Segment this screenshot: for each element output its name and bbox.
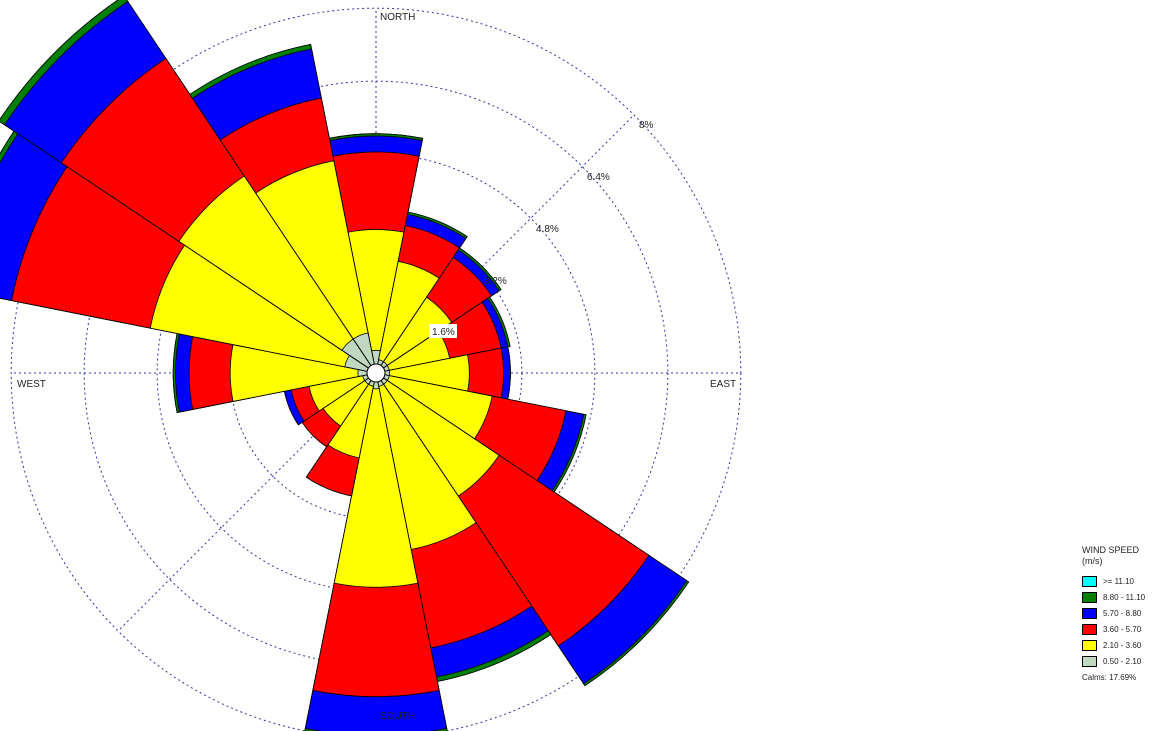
legend-item: 8.80 - 11.10 bbox=[1082, 589, 1162, 605]
legend-swatch bbox=[1082, 639, 1097, 651]
ring-label-1-6: 1.6% bbox=[429, 324, 457, 338]
west-label: WEST bbox=[17, 379, 46, 390]
svg-text:1.6%: 1.6% bbox=[432, 327, 455, 338]
legend-label: 0.50 - 2.10 bbox=[1103, 656, 1142, 666]
ring-label-3-2: 3.2% bbox=[484, 276, 507, 287]
legend-item: 3.60 - 5.70 bbox=[1082, 621, 1162, 637]
south-label: SOUTH bbox=[380, 711, 415, 722]
legend-swatch bbox=[1082, 591, 1097, 603]
calms-text: Calms: 17.69% bbox=[1082, 673, 1137, 682]
calms-circle bbox=[366, 363, 386, 383]
legend-label: 8.80 - 11.10 bbox=[1103, 592, 1146, 602]
legend-title: WIND SPEED bbox=[1082, 545, 1140, 555]
legend-label: 5.70 - 8.80 bbox=[1103, 608, 1142, 618]
legend-swatch bbox=[1082, 655, 1097, 667]
legend-label: >= 11.10 bbox=[1103, 576, 1134, 586]
legend-swatch bbox=[1082, 623, 1097, 635]
legend-unit: (m/s) bbox=[1082, 556, 1103, 566]
chart-labels: NORTH EAST SOUTH WEST 1.6% 3.2% 4.8% 6.4… bbox=[17, 12, 736, 722]
wind-speed-legend: WIND SPEED (m/s) >= 11.10 8.80 - 11.10 5… bbox=[1082, 545, 1162, 682]
ring-label-6-4: 6.4% bbox=[587, 172, 610, 183]
north-label: NORTH bbox=[380, 12, 415, 23]
legend-item: 5.70 - 8.80 bbox=[1082, 605, 1162, 621]
east-label: EAST bbox=[710, 379, 736, 390]
legend-swatch bbox=[1082, 575, 1097, 587]
grid-ring bbox=[10, 7, 742, 731]
legend-label: 3.60 - 5.70 bbox=[1103, 624, 1142, 634]
legend-item: >= 11.10 bbox=[1082, 573, 1162, 589]
legend-swatch bbox=[1082, 607, 1097, 619]
legend-item: 0.50 - 2.10 bbox=[1082, 653, 1162, 669]
wind-rose-bars bbox=[0, 0, 690, 731]
ring-label-4-8: 4.8% bbox=[536, 224, 559, 235]
legend-item: 2.10 - 3.60 bbox=[1082, 637, 1162, 653]
legend-label: 2.10 - 3.60 bbox=[1103, 640, 1142, 650]
ring-label-8: 8% bbox=[639, 120, 654, 131]
